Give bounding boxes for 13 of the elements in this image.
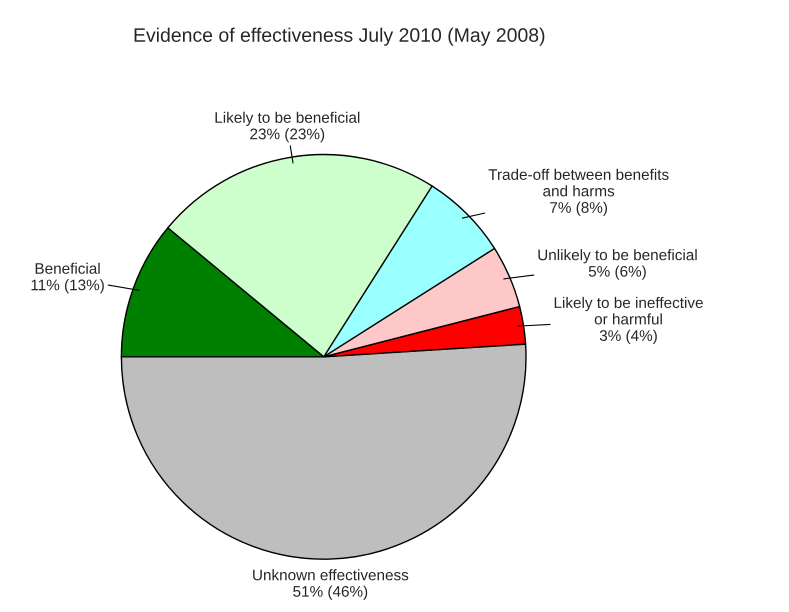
slice-label: Likely to be ineffective or harmful <box>554 296 703 325</box>
data-label: 11% (13%) <box>32 279 104 294</box>
data-label: 5% (6%) <box>588 266 646 280</box>
data-label: 51% (46%) <box>293 586 368 600</box>
chart-title: Evidence of effectiveness July 2010 (May 2008) <box>134 28 544 46</box>
slice-label: Beneficial <box>36 262 100 274</box>
data-label: 3% (4%) <box>600 330 657 344</box>
slice-label: Unlikely to be beneficial <box>538 249 697 264</box>
slice-label: Trade-off between benefits and harms <box>488 168 669 196</box>
data-label: 7% (8%) <box>550 202 607 216</box>
slice-label: Likely to be beneficial <box>216 112 360 126</box>
data-label: 23% (23%) <box>250 128 324 142</box>
slice-label: Unknown effectiveness <box>253 569 408 580</box>
